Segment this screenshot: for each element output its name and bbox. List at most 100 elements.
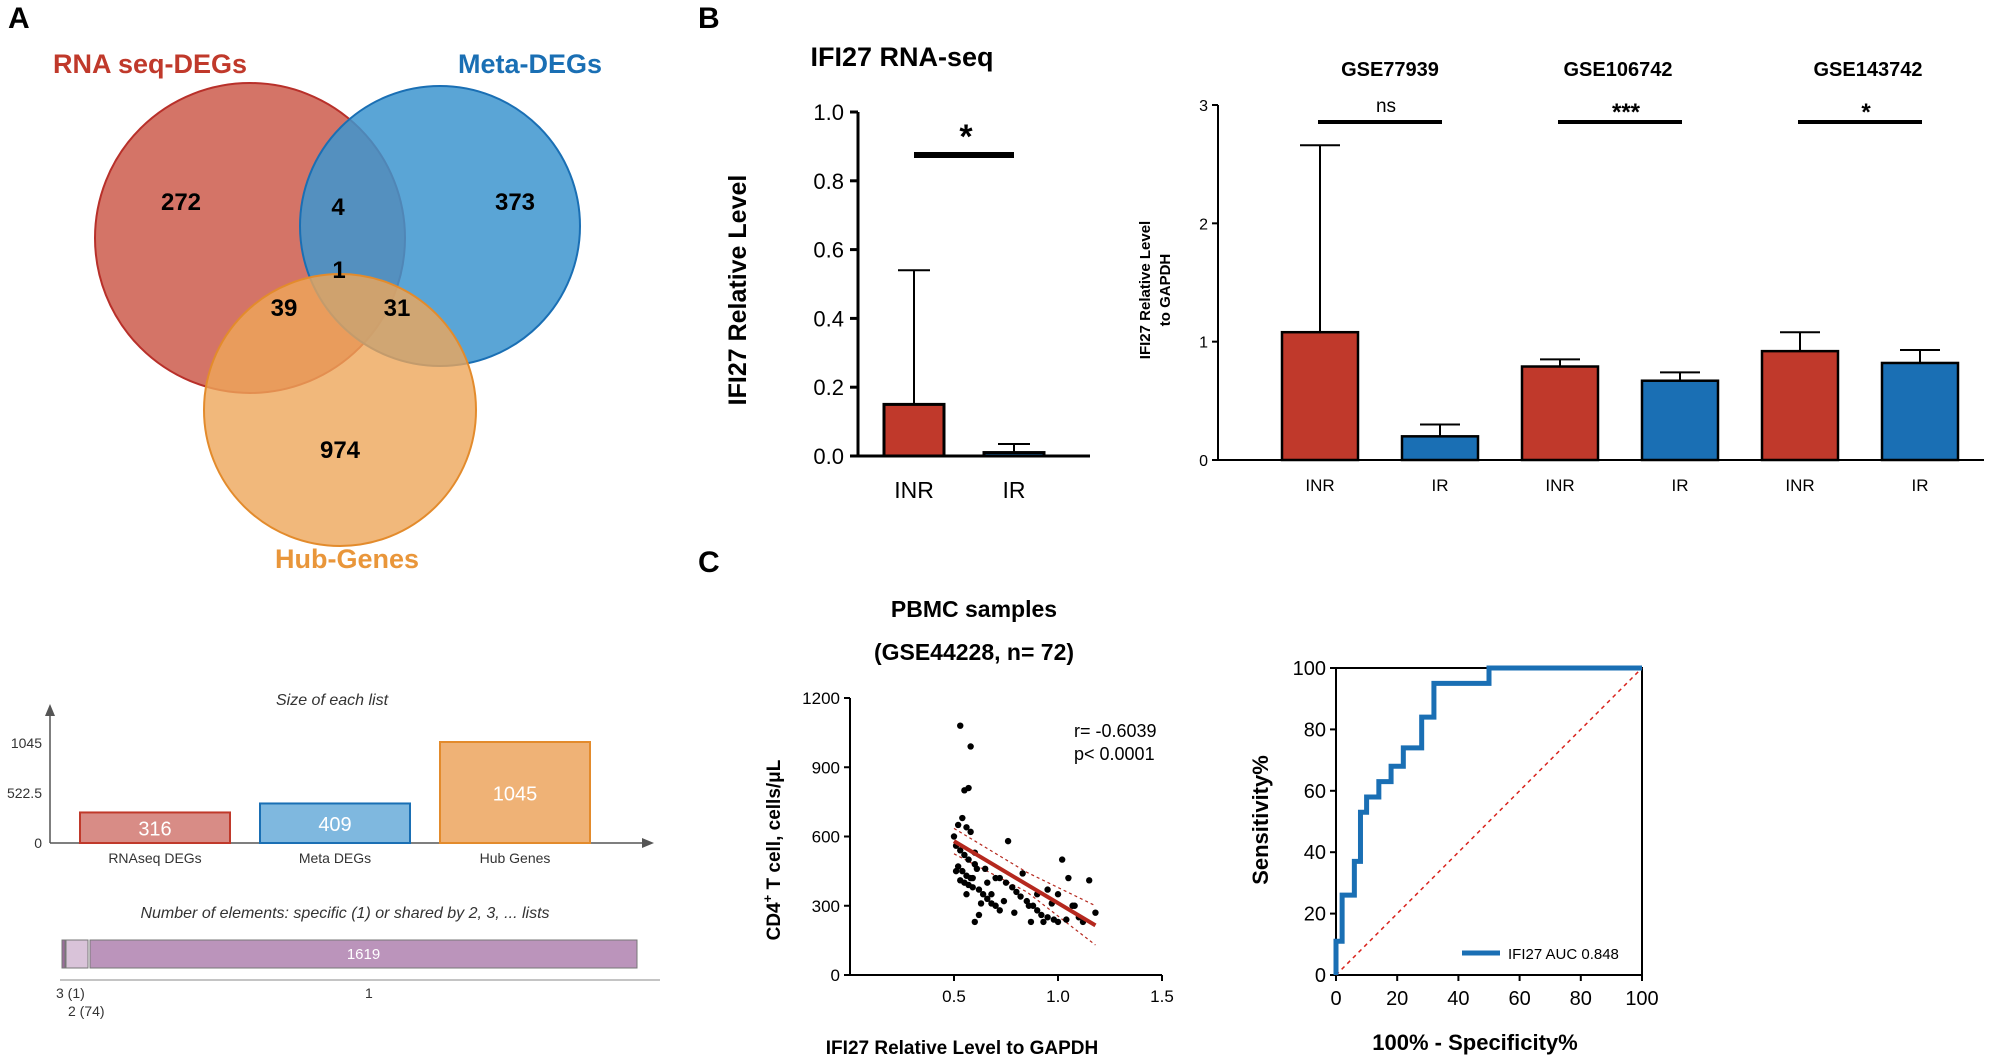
shared-segment-value: 1619 xyxy=(347,946,380,963)
gse-y-tick-label: 2 xyxy=(1199,216,1208,233)
scatter-point xyxy=(992,902,999,909)
rnaseq-y-tick-label: 1.0 xyxy=(813,100,844,125)
scatter-point xyxy=(1069,902,1076,909)
roc-chart: 100% - Specificity% Sensitivity% 0 20 40 60… xyxy=(1248,658,1659,1055)
scatter-point xyxy=(1034,907,1041,914)
scatter-point xyxy=(979,891,987,898)
scatter-y-tick-label: 0 xyxy=(831,966,840,985)
roc-curve xyxy=(1333,665,1642,975)
venn-label-rnaseq: RNA seq-DEGs xyxy=(53,49,247,79)
shared-elements-chart: Number of elements: specific (1) or shar… xyxy=(56,905,660,1019)
scatter-x-tick-label: 0.5 xyxy=(942,987,966,1006)
roc-xlabel: 100% - Specificity% xyxy=(1372,1030,1577,1055)
list-size-category-label: Hub Genes xyxy=(480,850,551,866)
gse-bar xyxy=(1520,365,1600,462)
panel-label-c: C xyxy=(698,546,720,579)
shared-segment-2-lists xyxy=(65,939,89,969)
gse-bar xyxy=(1640,379,1720,462)
scatter-ci-upper xyxy=(953,827,1096,907)
scatter-point xyxy=(1027,918,1035,926)
gse-y-tick-label: 3 xyxy=(1199,98,1208,115)
scatter-point xyxy=(1002,879,1010,886)
scatter-point xyxy=(982,865,989,873)
rnaseq-y-tick-label: 0.6 xyxy=(813,238,844,263)
gse-bar xyxy=(1880,361,1960,462)
venn-circle-hub xyxy=(203,273,477,547)
scatter-point xyxy=(1011,909,1018,916)
list-size-bar xyxy=(439,741,591,844)
rnaseq-bar xyxy=(982,451,1046,458)
scatter-y-tick-label: 900 xyxy=(812,758,840,777)
scatter-point xyxy=(1019,870,1026,877)
scatter-point xyxy=(1040,918,1047,926)
rnaseq-y-tick-label: 0.2 xyxy=(813,375,844,400)
list-size-bar xyxy=(259,802,411,844)
scatter-point xyxy=(950,833,958,840)
venn-count-rnaseq-meta: 4 xyxy=(331,194,345,221)
scatter-point xyxy=(957,847,964,854)
panel-label-a: A xyxy=(8,2,30,35)
scatter-x-tick-label: 1.0 xyxy=(1046,987,1070,1006)
gse-x-tick-label: IR xyxy=(1432,476,1449,495)
gse-bar xyxy=(1400,435,1480,462)
scatter-point xyxy=(1038,911,1045,919)
scatter-stat-p: p< 0.0001 xyxy=(1074,744,1155,764)
roc-x-tick-label: 20 xyxy=(1386,988,1408,1010)
scatter-point xyxy=(959,814,966,822)
scatter-point xyxy=(1063,916,1070,923)
scatter-point xyxy=(984,895,991,903)
venn-count-meta-hub: 31 xyxy=(384,295,411,322)
gse-x-tick-label: INR xyxy=(1305,476,1334,495)
rnaseq-x-tick-label: INR xyxy=(894,477,934,503)
cd4-scatter-chart: PBMC samples (GSE44228, n= 72) r= -0.603… xyxy=(760,596,1174,1059)
rnaseq-bar xyxy=(882,402,946,458)
scatter-point xyxy=(965,856,972,863)
gse-group-title: GSE143742 xyxy=(1814,59,1923,81)
scatter-point xyxy=(996,907,1003,914)
roc-x-tick-label: 80 xyxy=(1570,988,1592,1010)
venn-label-meta: Meta-DEGs xyxy=(458,49,602,79)
scatter-point xyxy=(954,821,962,829)
scatter-point xyxy=(1017,893,1024,900)
scatter-point xyxy=(1013,888,1020,896)
gse-bar xyxy=(1760,349,1840,462)
venn-count-rnaseq-hub: 39 xyxy=(271,295,298,322)
list-size-tick-mid: 522.5 xyxy=(7,785,42,801)
gse-group-title: GSE106742 xyxy=(1564,59,1673,81)
scatter-point xyxy=(1000,897,1008,905)
roc-x-tick-label: 0 xyxy=(1330,988,1341,1010)
scatter-x-tick-label: 1.5 xyxy=(1150,987,1174,1006)
gse-significance-mark: ns xyxy=(1376,96,1396,117)
roc-x-tick-label: 40 xyxy=(1447,988,1469,1010)
gse-significance-mark: *** xyxy=(1612,99,1641,126)
scatter-point xyxy=(967,828,974,836)
list-size-value-label: 1045 xyxy=(493,784,538,806)
scatter-point xyxy=(1044,886,1051,893)
gse-significance-mark: * xyxy=(1861,99,1871,126)
gse-ylabel-line1: IFI27 Relative Level xyxy=(1137,221,1154,359)
roc-reference-line xyxy=(1335,667,1643,976)
scatter-point xyxy=(1092,909,1099,916)
list-size-tick-top: 1045 xyxy=(11,735,42,751)
gse-x-tick-label: INR xyxy=(1545,476,1574,495)
gse-y-tick-label: 0 xyxy=(1199,453,1208,470)
shared-segment-label-1: 1 xyxy=(365,985,373,1001)
list-size-x-arrow xyxy=(642,838,654,848)
gse-bar xyxy=(1280,330,1360,462)
list-size-tick-zero: 0 xyxy=(34,835,42,851)
scatter-point xyxy=(1025,902,1033,909)
scatter-ci-lower xyxy=(953,853,1096,946)
roc-y-tick-label: 40 xyxy=(1304,842,1326,864)
rnaseq-significance-mark: * xyxy=(959,118,973,156)
shared-segment-3-lists xyxy=(61,939,66,969)
scatter-point xyxy=(1044,914,1051,921)
list-size-bar xyxy=(79,811,231,844)
shared-segment-label-2: 2 (74) xyxy=(68,1003,105,1019)
scatter-point xyxy=(967,743,974,750)
scatter-xlabel: IFI27 Relative Level to GAPDH xyxy=(826,1038,1098,1059)
venn-diagram: RNA seq-DEGs Meta-DEGs Hub-Genes 272 373… xyxy=(53,49,602,574)
rnaseq-y-tick-label: 0.0 xyxy=(813,444,844,469)
shared-elements-title: Number of elements: specific (1) or shar… xyxy=(140,905,549,922)
scatter-point xyxy=(973,865,981,873)
roc-y-tick-label: 0 xyxy=(1315,965,1326,987)
